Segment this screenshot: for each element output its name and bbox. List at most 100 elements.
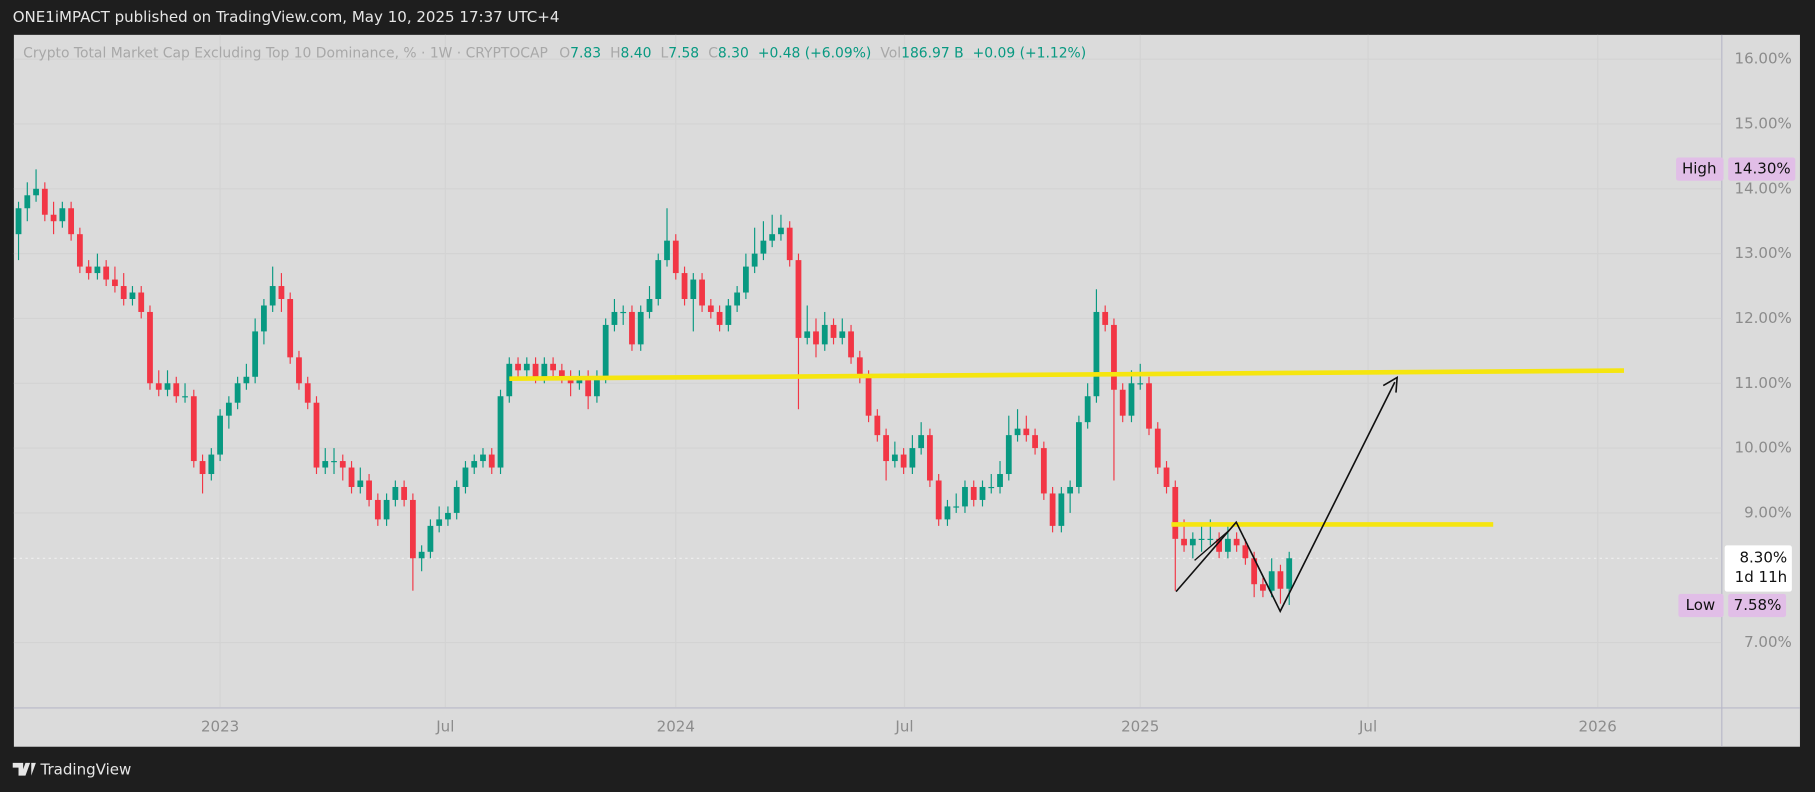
candle-body: [760, 240, 767, 254]
candle-body: [33, 188, 39, 196]
candle-body: [208, 454, 215, 475]
candle-body: [147, 311, 153, 384]
legend-label: L: [660, 45, 668, 61]
candle-body: [129, 292, 136, 299]
candle-body: [1146, 383, 1152, 429]
candle-body: [436, 519, 443, 526]
legend-label: C: [708, 45, 718, 61]
candle-body: [1014, 428, 1021, 436]
candle-body: [839, 331, 846, 338]
candle-body: [1040, 448, 1047, 494]
candle-body: [1181, 538, 1187, 546]
candle-body: [173, 383, 180, 397]
candle-body: [278, 286, 285, 299]
candle-body: [1023, 428, 1030, 436]
footer: TradingView: [40, 760, 132, 778]
candle-body: [1277, 571, 1284, 589]
candle-body: [59, 208, 66, 222]
candle-body: [681, 273, 688, 299]
low-value-box: [1728, 593, 1787, 618]
candle-body: [1242, 545, 1249, 559]
candle-body: [1076, 422, 1082, 487]
candle-body: [506, 363, 513, 397]
drawings: [509, 368, 1625, 614]
candle-body: [41, 188, 48, 215]
candle-body: [979, 486, 986, 500]
candle-body: [480, 454, 486, 462]
candle-body: [234, 383, 241, 403]
candle-body: [348, 467, 355, 487]
candle-body: [725, 305, 732, 325]
y-tick-label: 14.00%: [1735, 179, 1792, 197]
candle-body: [620, 311, 627, 314]
candle-body: [401, 486, 408, 500]
candle-body: [962, 486, 968, 507]
candle-body: [585, 376, 592, 397]
legend-value: 186.97 B: [901, 45, 963, 61]
candle-body: [1119, 389, 1126, 416]
candle-body: [611, 311, 618, 325]
x-tick-label: Jul: [894, 718, 913, 736]
arrow-head: [1382, 376, 1399, 393]
candle-body: [515, 363, 521, 371]
candle-body: [716, 311, 723, 325]
candle-body: [24, 195, 31, 209]
candle-body: [1102, 311, 1109, 325]
candle-body: [243, 376, 250, 384]
candle-body: [769, 234, 776, 241]
candle-body: [313, 402, 320, 468]
candle-body: [988, 486, 995, 489]
low-tag: Low: [1686, 596, 1716, 614]
candle-body: [751, 253, 758, 267]
candle-body: [874, 415, 881, 436]
y-tick-label: 10.00%: [1735, 439, 1792, 457]
candle-body: [445, 512, 451, 520]
candle-body: [804, 331, 811, 338]
y-tick-label: 11.00%: [1735, 374, 1792, 392]
x-tick-label: Jul: [435, 718, 454, 736]
candle-body: [532, 363, 539, 377]
candle-body: [1111, 324, 1117, 390]
x-tick-label: Jul: [1358, 718, 1377, 736]
candle-body: [304, 383, 311, 403]
candle-body: [366, 480, 372, 500]
candle-body: [646, 298, 653, 312]
candle-body: [1049, 493, 1056, 526]
candle-body: [1233, 538, 1240, 546]
legend-change: +0.09 (+1.12%): [973, 45, 1086, 61]
candle-body: [970, 486, 977, 500]
candle-body: [944, 506, 951, 520]
candle-body: [699, 279, 705, 306]
candle-body: [1207, 538, 1214, 540]
candle-body: [856, 357, 863, 377]
x-tick-label: 2024: [657, 718, 695, 736]
candle-body: [935, 480, 942, 520]
y-tick-label: 16.00%: [1735, 50, 1792, 68]
candle-body: [76, 234, 83, 267]
candle-body: [15, 208, 22, 235]
candle-body: [68, 208, 75, 235]
candle-body: [909, 448, 916, 468]
legend-label: Vol: [880, 45, 901, 61]
candle-body: [1067, 486, 1074, 494]
candle-body: [462, 467, 469, 487]
candle-body: [629, 311, 635, 345]
candle-body: [883, 435, 889, 462]
candle-body: [1268, 571, 1275, 591]
candle-body: [1058, 493, 1065, 526]
candle-body: [1172, 486, 1179, 539]
resistance-line: [509, 368, 1625, 381]
candle-body: [707, 305, 714, 312]
candle-body: [453, 486, 460, 513]
header: ONE1iMPACT published on TradingView.com,…: [13, 8, 560, 26]
candle-body: [85, 266, 92, 274]
legend-symbol: Crypto Total Market Cap Excluding Top 10…: [23, 45, 548, 61]
candle-body: [427, 525, 434, 552]
candle-body: [1093, 311, 1100, 397]
candle-body: [1163, 467, 1170, 487]
candle-body: [418, 551, 425, 559]
legend-value: 7.58: [668, 45, 699, 61]
x-tick-label: 2025: [1121, 718, 1159, 736]
legend-value: 8.30: [718, 45, 749, 61]
